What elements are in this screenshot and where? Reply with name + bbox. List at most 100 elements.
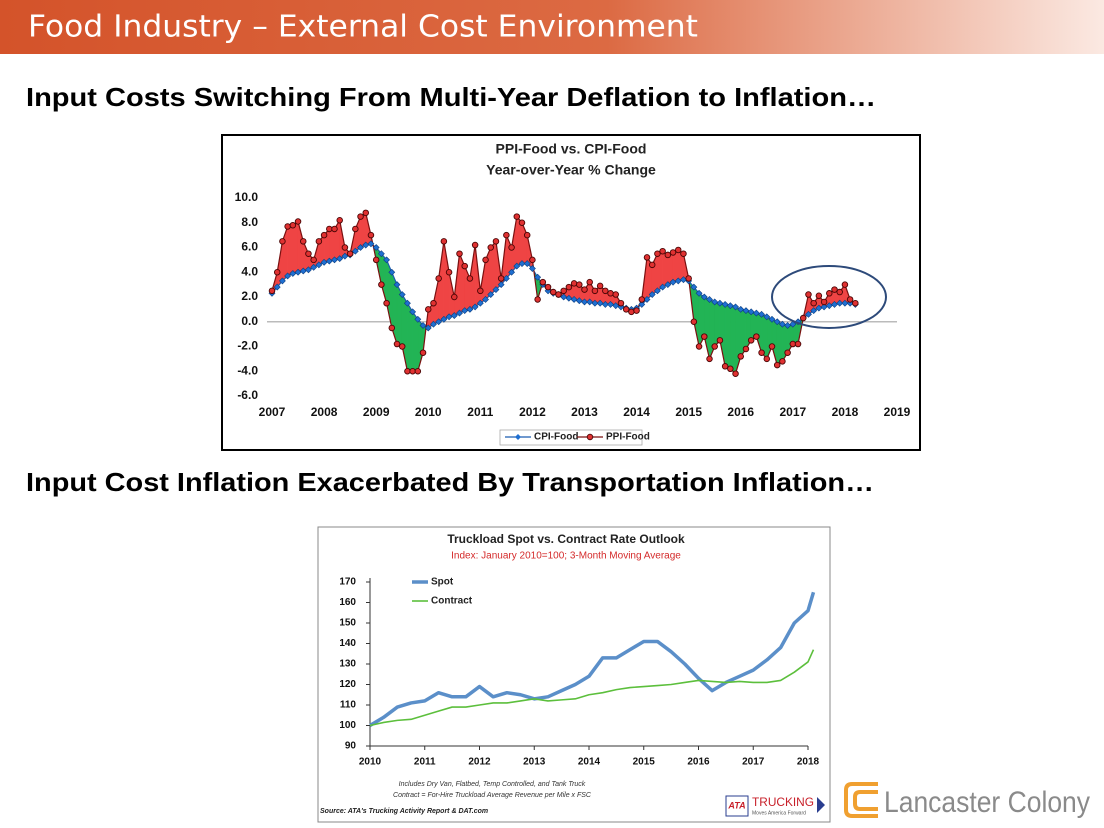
legend-marker xyxy=(586,433,594,441)
y-tick-label: 2.0 xyxy=(241,289,258,303)
data-point xyxy=(315,238,323,245)
data-point xyxy=(456,250,463,257)
data-point xyxy=(409,308,417,316)
data-point xyxy=(701,333,708,340)
data-point xyxy=(575,297,583,305)
data-point xyxy=(742,307,750,315)
data-point xyxy=(289,221,297,229)
x-tick-label: 2018 xyxy=(832,405,859,419)
data-point xyxy=(633,307,640,314)
data-point xyxy=(831,286,838,293)
data-point xyxy=(721,363,729,370)
data-point xyxy=(669,278,677,286)
data-point xyxy=(852,299,859,307)
header-title: Food Industry – External Cost Environmen… xyxy=(28,10,698,45)
ata-logo-tagline: Moves America Forward xyxy=(752,810,806,816)
data-point xyxy=(539,278,547,286)
data-point xyxy=(664,281,672,289)
data-point xyxy=(669,249,677,256)
legend-label: Spot xyxy=(431,577,454,588)
data-point xyxy=(273,283,281,291)
data-point xyxy=(424,324,432,332)
data-point xyxy=(565,283,573,291)
data-point xyxy=(836,288,843,296)
data-point xyxy=(487,291,495,298)
data-point xyxy=(482,256,489,264)
data-point xyxy=(383,299,390,307)
x-tick-label: 2018 xyxy=(797,757,820,768)
data-point xyxy=(810,299,817,307)
data-point xyxy=(393,340,401,348)
data-point xyxy=(508,244,515,251)
data-point xyxy=(716,337,724,344)
data-point xyxy=(310,256,317,264)
data-point xyxy=(602,287,609,295)
data-point xyxy=(622,306,630,313)
ata-logo-arrow xyxy=(817,797,825,813)
data-point xyxy=(836,299,844,307)
data-point xyxy=(508,268,516,276)
data-point xyxy=(773,318,781,326)
data-point xyxy=(378,281,385,288)
data-point xyxy=(721,301,729,308)
y-tick-label: 150 xyxy=(339,618,356,629)
data-point xyxy=(372,256,380,264)
data-point xyxy=(451,293,458,301)
data-point xyxy=(435,318,443,326)
data-point xyxy=(544,283,552,291)
x-tick-label: 2014 xyxy=(623,405,650,419)
data-point xyxy=(471,303,479,311)
section-heading: Input Cost Inflation Exacerbated By Tran… xyxy=(26,467,874,497)
x-tick-label: 2007 xyxy=(259,405,286,419)
data-point xyxy=(794,340,802,348)
data-point xyxy=(450,312,458,319)
data-point xyxy=(612,302,620,310)
data-point xyxy=(763,355,771,363)
x-tick-label: 2008 xyxy=(311,405,338,419)
x-tick-label: 2015 xyxy=(633,757,656,768)
x-tick-label: 2009 xyxy=(363,405,390,419)
data-point xyxy=(690,283,698,291)
chart-note: Includes Dry Van, Flatbed, Temp Controll… xyxy=(399,781,586,788)
x-tick-label: 2017 xyxy=(779,405,806,419)
data-point xyxy=(826,290,833,297)
data-point xyxy=(700,293,708,301)
data-point xyxy=(497,275,505,282)
x-tick-label: 2017 xyxy=(742,757,765,768)
data-point xyxy=(299,267,307,275)
data-point xyxy=(435,275,442,282)
data-point xyxy=(825,302,833,310)
x-tick-label: 2019 xyxy=(884,405,911,419)
data-point xyxy=(529,256,536,264)
data-point xyxy=(430,299,437,307)
ata-logo-mark: ATA xyxy=(727,800,745,810)
data-point xyxy=(674,277,682,285)
chart-subtitle: Index: January 2010=100; 3-Month Moving … xyxy=(451,551,681,562)
data-point xyxy=(732,303,739,311)
data-point xyxy=(279,238,286,245)
data-point xyxy=(331,225,338,233)
data-point xyxy=(403,299,411,307)
data-point xyxy=(393,281,401,289)
data-point xyxy=(367,240,375,248)
data-point xyxy=(586,278,593,286)
data-point xyxy=(419,349,427,356)
data-point xyxy=(336,217,343,224)
data-point xyxy=(414,368,422,375)
spread-fill xyxy=(292,221,299,274)
chart-note: Contract = For-Hire Truckload Average Re… xyxy=(393,792,592,799)
y-tick-label: 120 xyxy=(339,679,356,690)
data-point xyxy=(341,252,349,260)
data-point xyxy=(476,299,484,307)
data-point xyxy=(654,250,661,257)
data-point xyxy=(675,246,682,254)
y-tick-label: 90 xyxy=(345,741,357,752)
data-point xyxy=(576,281,583,288)
data-point xyxy=(388,268,396,276)
data-point xyxy=(430,320,437,328)
data-point xyxy=(753,333,760,340)
data-point xyxy=(758,349,765,356)
data-point xyxy=(570,280,578,287)
data-point xyxy=(471,241,479,249)
data-point xyxy=(690,318,698,326)
